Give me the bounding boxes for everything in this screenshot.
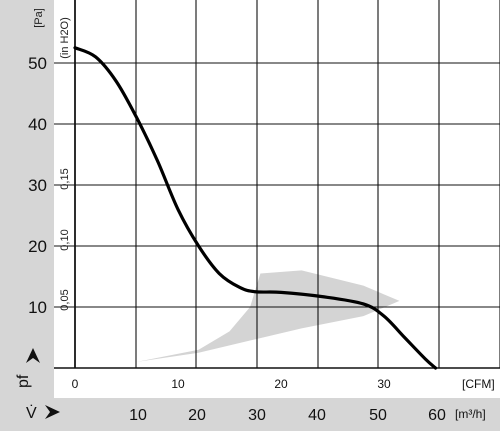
cfm-unit-label: [CFM] <box>462 377 495 391</box>
inh2o-tick-label: 0,15 <box>59 168 71 189</box>
inh2o-unit-label: (in H2O) <box>59 17 71 59</box>
bottom-strip <box>0 398 500 431</box>
left-strip <box>0 0 54 431</box>
m3h-unit-label: [m³/h] <box>455 407 486 421</box>
cfm-tick-label: 10 <box>171 377 185 391</box>
inh2o-tick-label: 0,10 <box>59 229 71 250</box>
pa-tick-label: 10 <box>28 298 47 317</box>
m3h-tick-label: 50 <box>369 407 387 424</box>
pa-tick-label: 30 <box>28 176 47 195</box>
pa-tick-label: 50 <box>28 54 47 73</box>
m3h-tick-label: 30 <box>248 407 266 424</box>
pa-tick-label: 20 <box>28 237 47 256</box>
inh2o-tick-label: 0,05 <box>59 289 71 310</box>
cfm-tick-label: 20 <box>274 377 288 391</box>
pf-axis-symbol: pf <box>15 374 32 388</box>
cfm-tick-label: 30 <box>377 377 391 391</box>
m3h-tick-label: 60 <box>428 407 446 424</box>
pa-tick-label: 40 <box>28 115 47 134</box>
flow-axis-symbol: V̇ <box>26 404 37 422</box>
fan-curve-line <box>73 46 438 370</box>
pa-unit-label: [Pa] <box>33 8 45 28</box>
m3h-tick-label: 20 <box>188 407 206 424</box>
pressure-arrow-icon <box>26 348 40 363</box>
m3h-tick-label: 10 <box>129 407 147 424</box>
flow-arrow-icon <box>45 405 60 419</box>
m3h-tick-label: 40 <box>308 407 326 424</box>
cfm-tick-label: 0 <box>72 377 79 391</box>
